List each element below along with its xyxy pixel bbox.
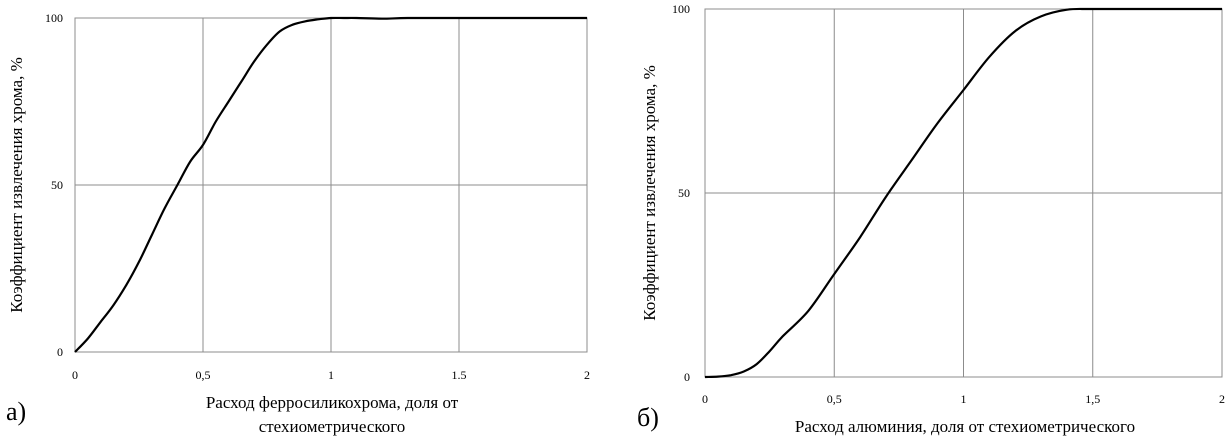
x-axis-label: стехиометрического — [259, 417, 406, 436]
series-line — [74, 16, 587, 353]
x-tick-label: 0 — [72, 368, 78, 382]
y-tick-label: 100 — [45, 11, 63, 25]
plot-frame — [704, 8, 1223, 378]
y-tick-label: 50 — [51, 178, 63, 192]
y-tick-label: 0 — [684, 370, 690, 384]
y-axis-label: Коэффициент извлечения хрома, % — [7, 57, 26, 313]
panel-label: б) — [637, 403, 659, 432]
x-tick-label: 1.5 — [452, 368, 467, 382]
x-tick-label: 1 — [961, 392, 967, 406]
x-tick-label: 1 — [328, 368, 334, 382]
panel-label: а) — [6, 397, 26, 426]
y-tick-label: 50 — [678, 186, 690, 200]
y-axis-label: Коэффициент извлечения хрома, % — [640, 65, 659, 321]
series-line — [704, 7, 1222, 379]
x-axis-label: Расход алюминия, доля от стехиометрическ… — [795, 417, 1135, 436]
x-tick-label: 0 — [702, 392, 708, 406]
chart-panel-a: 0 0,5 1 1.5 2 0 50 100 Расход ферросиликохрома, … — [6, 11, 590, 436]
x-axis-label: Расход ферросиликохрома, доля от — [206, 393, 459, 412]
x-tick-label: 0,5 — [827, 392, 842, 406]
x-tick-label: 1,5 — [1085, 392, 1100, 406]
x-tick-label: 0,5 — [196, 368, 211, 382]
y-tick-label: 0 — [57, 345, 63, 359]
x-tick-label: 2 — [1219, 392, 1225, 406]
chart-panel-b: 0 0,5 1 1,5 2 0 50 100 Расход алюминия, доля от … — [637, 2, 1225, 436]
y-tick-label: 100 — [672, 2, 690, 16]
x-tick-label: 2 — [584, 368, 590, 382]
